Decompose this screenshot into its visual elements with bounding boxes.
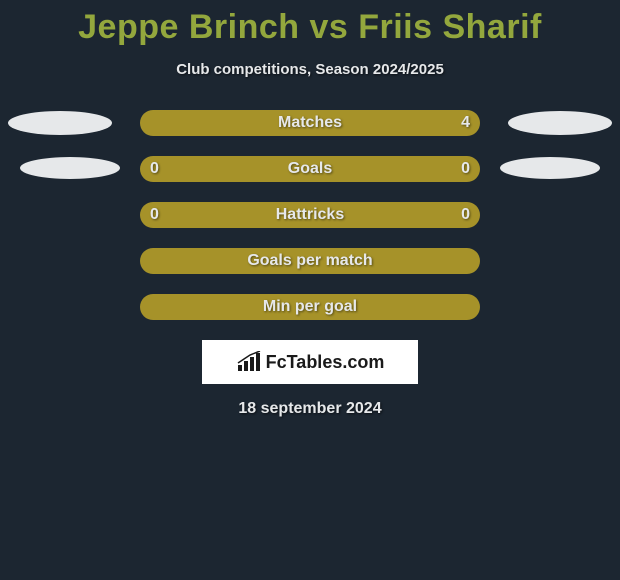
- stat-bar: Matches 4: [140, 110, 480, 136]
- left-value-ellipse: [8, 111, 112, 135]
- stat-label: Goals per match: [140, 248, 480, 274]
- stat-row-hattricks: 0 Hattricks 0: [0, 202, 620, 228]
- left-value-ellipse: [20, 157, 120, 179]
- brand-box: FcTables.com: [202, 340, 418, 384]
- page-title: Jeppe Brinch vs Friis Sharif: [0, 0, 620, 47]
- stat-bar: Min per goal: [140, 294, 480, 320]
- stat-label: Hattricks: [140, 202, 480, 228]
- right-value-ellipse: [500, 157, 600, 179]
- stats-container: Matches 4 0 Goals 0 0 Hattricks 0 Goals …: [0, 110, 620, 320]
- stat-bar: Goals per match: [140, 248, 480, 274]
- stat-row-goals: 0 Goals 0: [0, 156, 620, 182]
- stat-right-value: 4: [461, 110, 470, 136]
- right-value-ellipse: [508, 111, 612, 135]
- page-subtitle: Club competitions, Season 2024/2025: [0, 61, 620, 78]
- brand-text: FcTables.com: [266, 352, 385, 373]
- stat-row-goals-per-match: Goals per match: [0, 248, 620, 274]
- stat-row-matches: Matches 4: [0, 110, 620, 136]
- stat-bar: 0 Hattricks 0: [140, 202, 480, 228]
- stat-right-value: 0: [461, 202, 470, 228]
- stat-label: Matches: [140, 110, 480, 136]
- stat-row-min-per-goal: Min per goal: [0, 294, 620, 320]
- stat-right-value: 0: [461, 156, 470, 182]
- stat-label: Min per goal: [140, 294, 480, 320]
- stat-bar: 0 Goals 0: [140, 156, 480, 182]
- stat-label: Goals: [140, 156, 480, 182]
- bar-chart-icon: [236, 351, 262, 373]
- date-text: 18 september 2024: [0, 400, 620, 418]
